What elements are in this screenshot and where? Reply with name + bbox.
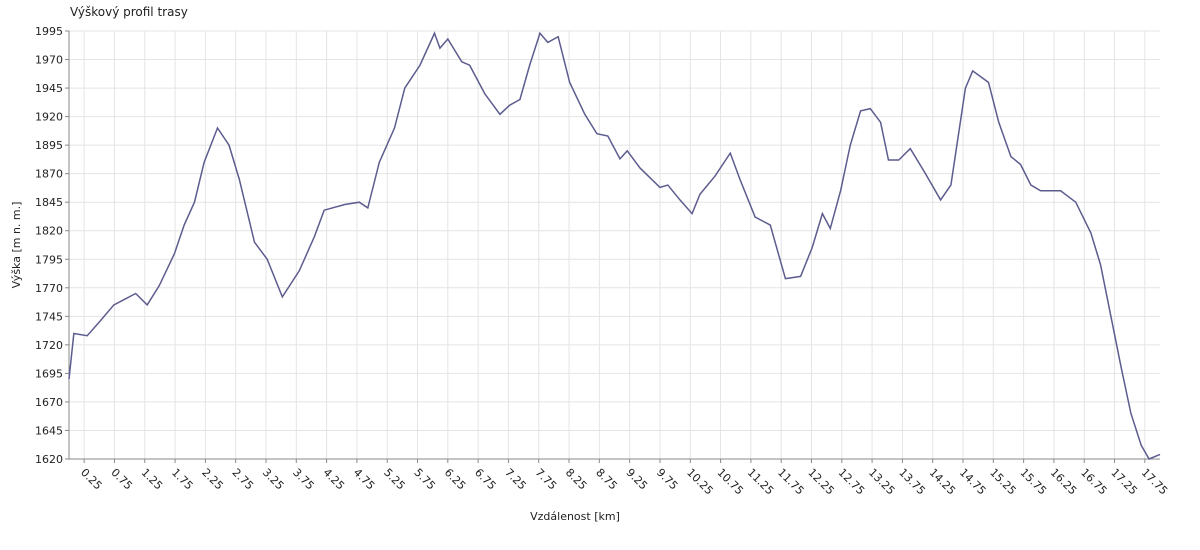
x-tick-label: 3.75 [290,466,317,493]
y-tick-label: 1820 [35,225,63,238]
x-tick-label: 11.25 [745,466,776,497]
x-tick-label: 8.25 [563,466,590,493]
y-tick-label: 1945 [35,82,63,95]
y-axis-label: Výška [m n. m.] [10,202,23,289]
y-tick-label: 1845 [35,196,63,209]
y-tick-label: 1895 [35,139,63,152]
x-tick-label: 9.75 [654,466,681,493]
x-tick-label: 3.25 [260,466,287,493]
x-tick-label: 12.25 [805,466,836,497]
y-tick-label: 1695 [35,367,63,380]
y-tick-label: 1745 [35,310,63,323]
y-tick-label: 1670 [35,396,63,409]
x-tick-label: 14.75 [957,466,988,497]
x-tick-label: 12.75 [836,466,867,497]
x-tick-label: 11.75 [775,466,806,497]
y-tick-label: 1720 [35,339,63,352]
x-tick-label: 2.75 [230,466,257,493]
y-tick-label: 1620 [35,453,63,466]
x-tick-label: 1.25 [139,466,166,493]
chart-title: Výškový profil trasy [70,5,188,19]
x-tick-label: 14.25 [927,466,958,497]
x-tick-label: 1.75 [169,466,196,493]
y-tick-label: 1770 [35,282,63,295]
x-tick-label: 10.75 [714,466,745,497]
y-tick-label: 1645 [35,424,63,437]
x-tick-label: 7.25 [502,466,529,493]
x-tick-label: 17.75 [1139,466,1170,497]
x-tick-label: 16.25 [1048,466,1079,497]
x-tick-label: 4.25 [320,466,347,493]
x-tick-label: 7.75 [533,466,560,493]
x-tick-label: 6.75 [472,466,499,493]
x-tick-label: 0.75 [108,466,135,493]
x-tick-label: 4.75 [351,466,378,493]
y-tick-label: 1870 [35,168,63,181]
x-axis-label: Vzdálenost [km] [530,510,620,523]
x-tick-label: 9.25 [624,466,651,493]
x-tick-label: 16.75 [1078,466,1109,497]
y-tick-label: 1795 [35,253,63,266]
x-tick-label: 8.75 [593,466,620,493]
x-tick-label: 15.75 [1018,466,1049,497]
x-tick-label: 6.25 [442,466,469,493]
x-tick-label: 10.25 [684,466,715,497]
y-tick-label: 1970 [35,54,63,67]
y-tick-label: 1995 [35,25,63,38]
elevation-line [68,31,1161,460]
x-tick-label: 5.75 [411,466,438,493]
x-tick-label: 5.25 [381,466,408,493]
x-tick-label: 15.25 [987,466,1018,497]
x-tick-label: 2.25 [199,466,226,493]
x-tick-label: 0.25 [78,466,105,493]
x-tick-label: 17.25 [1108,466,1139,497]
y-tick-label: 1920 [35,111,63,124]
x-tick-label: 13.25 [866,466,897,497]
x-tick-label: 13.75 [896,466,927,497]
